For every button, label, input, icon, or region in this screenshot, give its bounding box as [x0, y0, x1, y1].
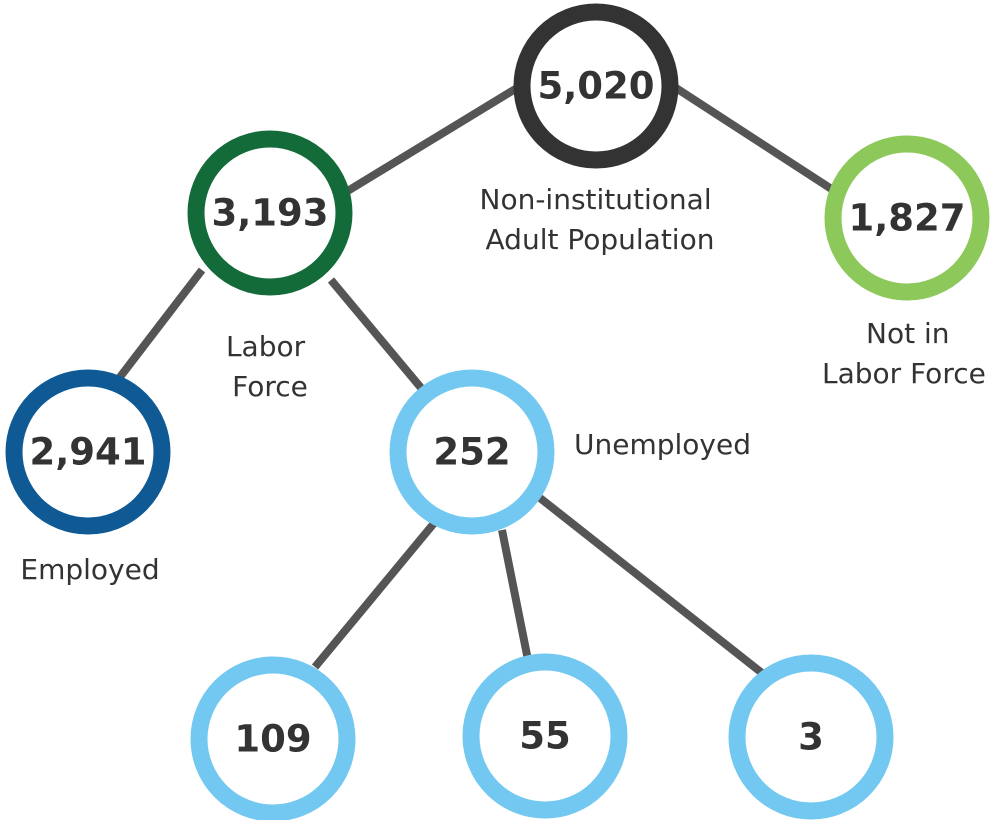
node-total-label-line-2: Adult Population: [486, 223, 715, 256]
node-labor-force: 3,193 Labor Force: [187, 130, 353, 403]
node-not-in-labor-force-label-line-1: Not in: [866, 317, 949, 350]
node-unemployed-sub-3-ring: [728, 654, 894, 820]
node-labor-force-ring: [187, 130, 353, 296]
node-unemployed-label: Unemployed: [574, 428, 751, 461]
node-unemployed-sub-1: 109: [190, 656, 356, 820]
node-unemployed-sub-1-ring: [190, 656, 356, 820]
node-employed-label: Employed: [20, 553, 159, 586]
node-labor-force-label-line-1: Labor: [226, 330, 306, 363]
node-unemployed-value: 252: [433, 431, 510, 474]
node-unemployed-sub-3-value: 3: [798, 716, 824, 759]
node-total-value: 5,020: [537, 65, 654, 108]
node-not-in-labor-force-label: Not in Labor Force: [822, 317, 986, 390]
node-total-label-line-1: Non-institutional: [480, 183, 712, 216]
node-unemployed-sub-2: 55: [462, 653, 628, 819]
node-total-label: Non-institutional Adult Population: [480, 183, 721, 256]
node-not-in-labor-force-value: 1,827: [848, 197, 965, 240]
edge-unemployed-to-sub-3: [537, 494, 765, 677]
node-not-in-labor-force-label-line-2: Labor Force: [822, 357, 986, 390]
node-unemployed-sub-3: 3: [728, 654, 894, 820]
node-unemployed: 252 Unemployed: [389, 369, 751, 535]
node-employed-label-line-1: Employed: [20, 553, 159, 586]
node-not-in-labor-force: 1,827 Not in Labor Force: [822, 135, 990, 390]
edge-total-to-labor-force: [343, 84, 520, 196]
edge-unemployed-to-sub-2: [498, 529, 532, 661]
edge-total-to-not-in-labor-force: [673, 84, 836, 194]
node-labor-force-label: Labor Force: [226, 330, 314, 403]
node-labor-force-value: 3,193: [211, 192, 328, 235]
edge-labor-force-to-employed: [116, 267, 206, 380]
node-total-ring: [513, 3, 679, 169]
edge-labor-force-to-unemployed: [327, 277, 426, 392]
node-total-population: 5,020 Non-institutional Adult Population: [480, 3, 721, 256]
node-unemployed-sub-2-value: 55: [519, 715, 571, 758]
node-labor-force-label-line-2: Force: [232, 370, 308, 403]
edge-unemployed-to-sub-1: [311, 519, 439, 670]
node-employed: 2,941 Employed: [5, 369, 171, 586]
tree-edges: [116, 84, 836, 677]
node-unemployed-ring: [389, 369, 555, 535]
node-unemployed-label-line-1: Unemployed: [574, 428, 751, 461]
node-unemployed-sub-1-value: 109: [234, 718, 311, 761]
node-unemployed-sub-2-ring: [462, 653, 628, 819]
node-not-in-labor-force-ring: [824, 135, 990, 301]
node-employed-ring: [5, 369, 171, 535]
node-employed-value: 2,941: [29, 431, 146, 474]
